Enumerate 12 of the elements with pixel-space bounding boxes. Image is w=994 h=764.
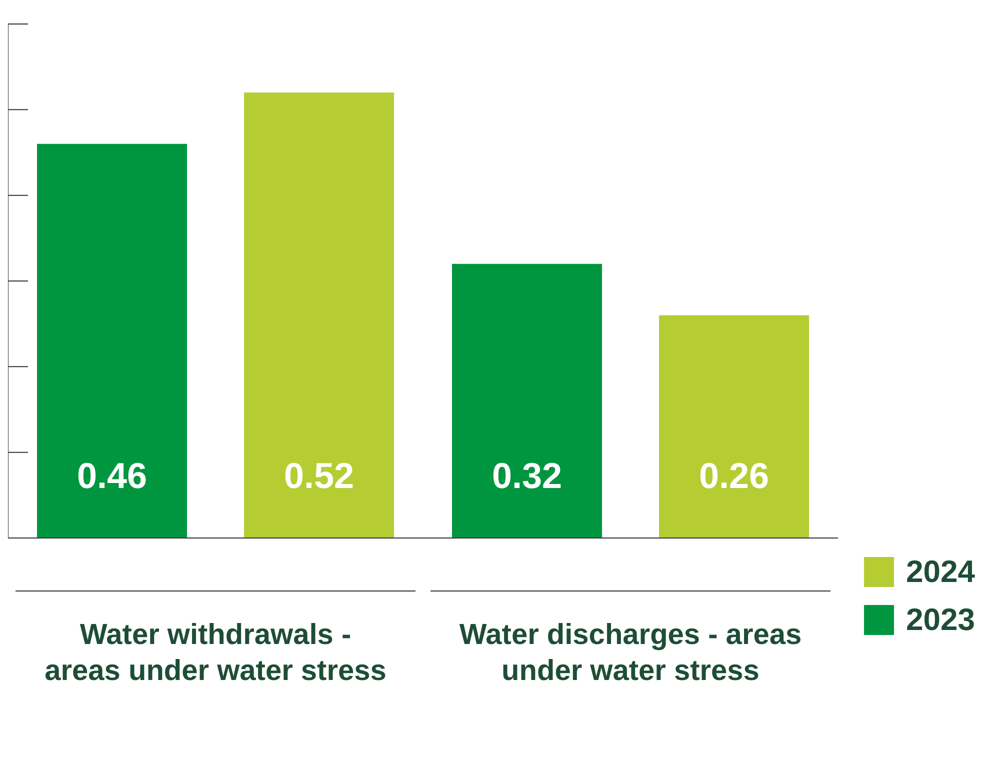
bar xyxy=(37,144,187,538)
data-label: 0.46 xyxy=(76,455,148,496)
legend-label: 2023 xyxy=(906,602,975,638)
data-label: 0.26 xyxy=(698,455,770,496)
x-tick-label: Water discharges - areas under water stress xyxy=(459,619,802,687)
data-label: 0.52 xyxy=(284,455,354,496)
legend-label: 2024 xyxy=(906,554,975,590)
x-tick-label: Water withdrawals - areas under water stress xyxy=(44,619,386,687)
bar xyxy=(452,264,602,538)
bar xyxy=(244,92,394,538)
bar xyxy=(659,315,809,538)
data-label: 0.32 xyxy=(492,455,562,496)
